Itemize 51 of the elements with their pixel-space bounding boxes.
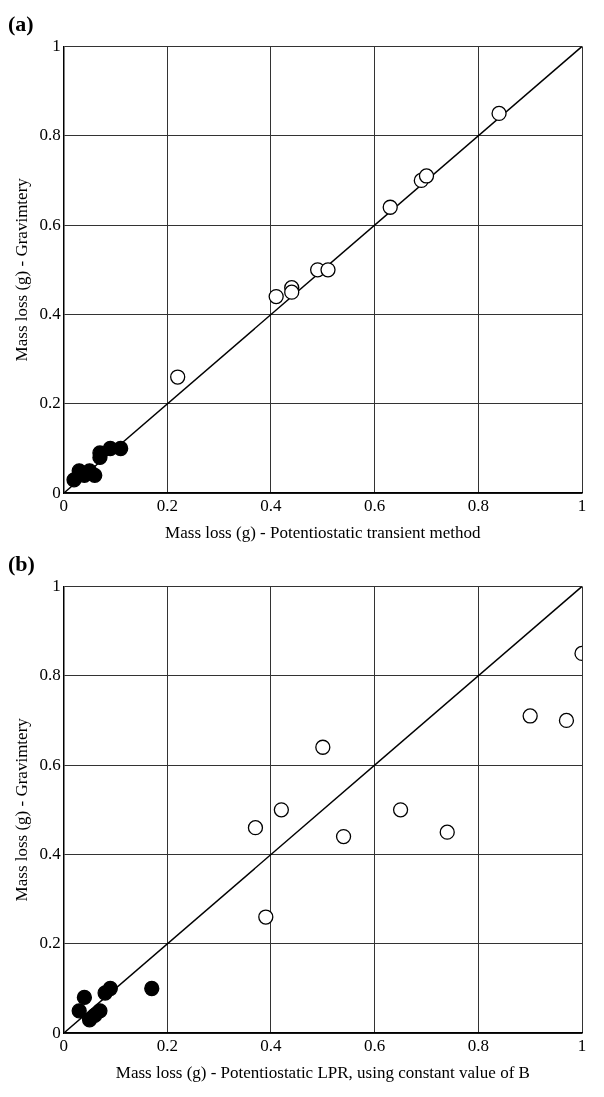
point [170, 369, 186, 385]
chart-title: (b) [8, 550, 35, 576]
y-tick-label: 0 [52, 1022, 61, 1042]
y-tick-label: 0.2 [39, 393, 61, 413]
y-axis-title: Mass loss (g) - Gravimtery [11, 717, 31, 902]
y-tick-label: 0.8 [39, 125, 61, 145]
x-tick-label: 0.4 [260, 495, 283, 515]
x-tick-label: 0.4 [260, 1035, 283, 1055]
point [320, 262, 336, 278]
point [284, 284, 300, 300]
x-tick-label: 0.8 [467, 495, 489, 515]
point [382, 199, 398, 215]
x-tick-label: 1 [577, 1035, 587, 1055]
point [392, 802, 409, 818]
y-axis-title: Mass loss (g) - Gravimtery [11, 177, 31, 362]
x-tick-label: 0.2 [156, 495, 178, 515]
point [522, 708, 538, 724]
x-axis-title: Mass loss (g) - Potentiostatic transient method [165, 523, 482, 543]
chart-title: (a) [8, 10, 34, 36]
point [247, 820, 264, 836]
point [87, 467, 103, 483]
point [491, 105, 507, 122]
y-tick-label: 0.8 [39, 665, 61, 685]
x-tick-label: 0.6 [364, 495, 386, 515]
point [439, 824, 455, 840]
point [92, 1003, 108, 1019]
x-tick-label: 1 [577, 495, 587, 515]
x-tick-label: 0.8 [467, 1035, 489, 1055]
y-tick-label: 0.6 [39, 754, 61, 774]
point [268, 288, 284, 305]
point [273, 802, 290, 818]
point [144, 980, 160, 997]
point [113, 440, 129, 457]
x-tick-label: 0.6 [364, 1035, 386, 1055]
point [558, 712, 575, 729]
x-tick-label: 0.2 [156, 1035, 178, 1055]
y-tick-label: 0.4 [39, 843, 62, 863]
x-axis-title: Mass loss (g) - Potentiostatic LPR, using constant value of B [115, 1063, 530, 1083]
y-tick-label: 0.4 [39, 303, 62, 323]
y-tick-label: 1 [52, 35, 61, 55]
y-tick-label: 0.2 [39, 933, 61, 953]
point [76, 989, 93, 1006]
y-tick-label: 1 [52, 575, 61, 595]
y-tick-label: 0 [52, 482, 61, 502]
point [335, 828, 352, 845]
point [102, 980, 118, 997]
point [418, 168, 435, 184]
y-tick-label: 0.6 [39, 214, 61, 234]
point [315, 739, 331, 755]
point [71, 1003, 87, 1019]
point [258, 909, 274, 925]
